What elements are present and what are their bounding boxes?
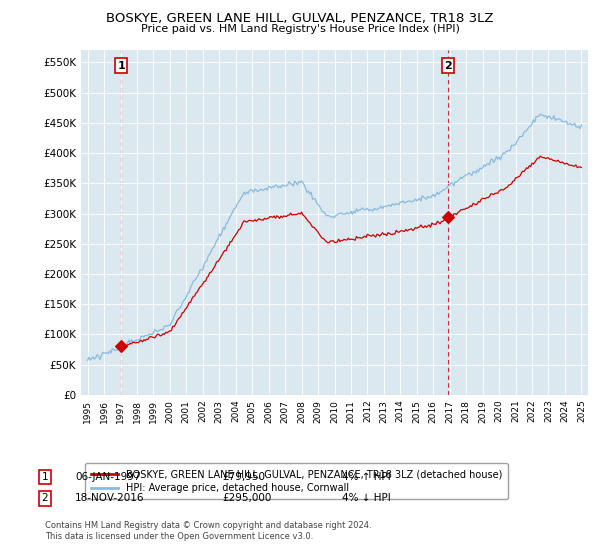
Point: [116, 342, 126, 351]
Text: 4% ↑ HPI: 4% ↑ HPI: [342, 472, 391, 482]
Point: [443, 212, 452, 221]
Text: 06-JAN-1997: 06-JAN-1997: [75, 472, 140, 482]
Text: BOSKYE, GREEN LANE HILL, GULVAL, PENZANCE, TR18 3LZ: BOSKYE, GREEN LANE HILL, GULVAL, PENZANC…: [106, 12, 494, 25]
Text: 2: 2: [41, 493, 49, 503]
Text: £295,000: £295,000: [222, 493, 271, 503]
Text: 1: 1: [117, 60, 125, 71]
Text: 4% ↓ HPI: 4% ↓ HPI: [342, 493, 391, 503]
Text: £79,950: £79,950: [222, 472, 265, 482]
Legend: BOSKYE, GREEN LANE HILL, GULVAL, PENZANCE, TR18 3LZ (detached house), HPI: Avera: BOSKYE, GREEN LANE HILL, GULVAL, PENZANC…: [85, 463, 508, 499]
Text: 1: 1: [41, 472, 49, 482]
Text: Price paid vs. HM Land Registry's House Price Index (HPI): Price paid vs. HM Land Registry's House …: [140, 24, 460, 34]
Text: Contains HM Land Registry data © Crown copyright and database right 2024.
This d: Contains HM Land Registry data © Crown c…: [45, 521, 371, 540]
Text: 18-NOV-2016: 18-NOV-2016: [75, 493, 145, 503]
Text: 2: 2: [444, 60, 452, 71]
